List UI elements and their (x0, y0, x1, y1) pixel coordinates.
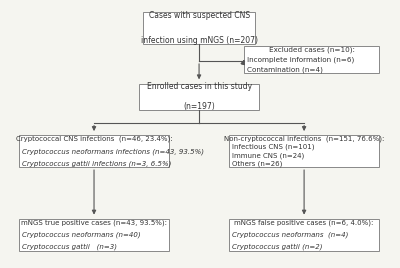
Text: Cryptococcus gattii (n=2): Cryptococcus gattii (n=2) (232, 244, 322, 250)
Text: Cryptococcus gattii   (n=3): Cryptococcus gattii (n=3) (22, 244, 117, 250)
Text: Incomplete information (n=6): Incomplete information (n=6) (247, 57, 354, 63)
Text: mNGS true positive cases (n=43, 93.5%):: mNGS true positive cases (n=43, 93.5%): (21, 219, 167, 226)
Text: Enrolled cases in this study: Enrolled cases in this study (146, 82, 252, 91)
FancyBboxPatch shape (229, 219, 379, 251)
FancyBboxPatch shape (19, 135, 169, 167)
Text: Cryptococcus neoformans infections (n=43, 93.5%): Cryptococcus neoformans infections (n=43… (22, 148, 204, 155)
FancyBboxPatch shape (229, 135, 379, 167)
Text: Immune CNS (n=24): Immune CNS (n=24) (232, 152, 304, 158)
Text: (n=197): (n=197) (183, 102, 215, 111)
Text: Excluded cases (n=10):: Excluded cases (n=10): (268, 46, 354, 53)
FancyBboxPatch shape (19, 219, 169, 251)
Text: Cryptococcus neoformans (n=40): Cryptococcus neoformans (n=40) (22, 232, 141, 238)
Text: Cryptococcus neoformans  (n=4): Cryptococcus neoformans (n=4) (232, 232, 348, 238)
Text: Infectious CNS (n=101): Infectious CNS (n=101) (232, 144, 314, 150)
Text: mNGS false positive cases (n=6, 4.0%):: mNGS false positive cases (n=6, 4.0%): (234, 219, 374, 226)
Text: Cases with suspected CNS: Cases with suspected CNS (148, 11, 250, 20)
Text: infection using mNGS (n=207): infection using mNGS (n=207) (140, 35, 258, 44)
FancyBboxPatch shape (143, 12, 255, 44)
Text: Others (n=26): Others (n=26) (232, 160, 282, 167)
FancyBboxPatch shape (139, 84, 259, 110)
Text: Non-cryptococcal infections  (n=151, 76.6%):: Non-cryptococcal infections (n=151, 76.6… (224, 136, 384, 142)
Text: Cryptococcus gattii infections (n=3, 6.5%): Cryptococcus gattii infections (n=3, 6.5… (22, 160, 171, 167)
Text: Cryptococcal CNS infections  (n=46, 23.4%):: Cryptococcal CNS infections (n=46, 23.4%… (16, 136, 172, 142)
Text: Contamination (n=4): Contamination (n=4) (247, 66, 323, 73)
FancyBboxPatch shape (244, 46, 379, 73)
